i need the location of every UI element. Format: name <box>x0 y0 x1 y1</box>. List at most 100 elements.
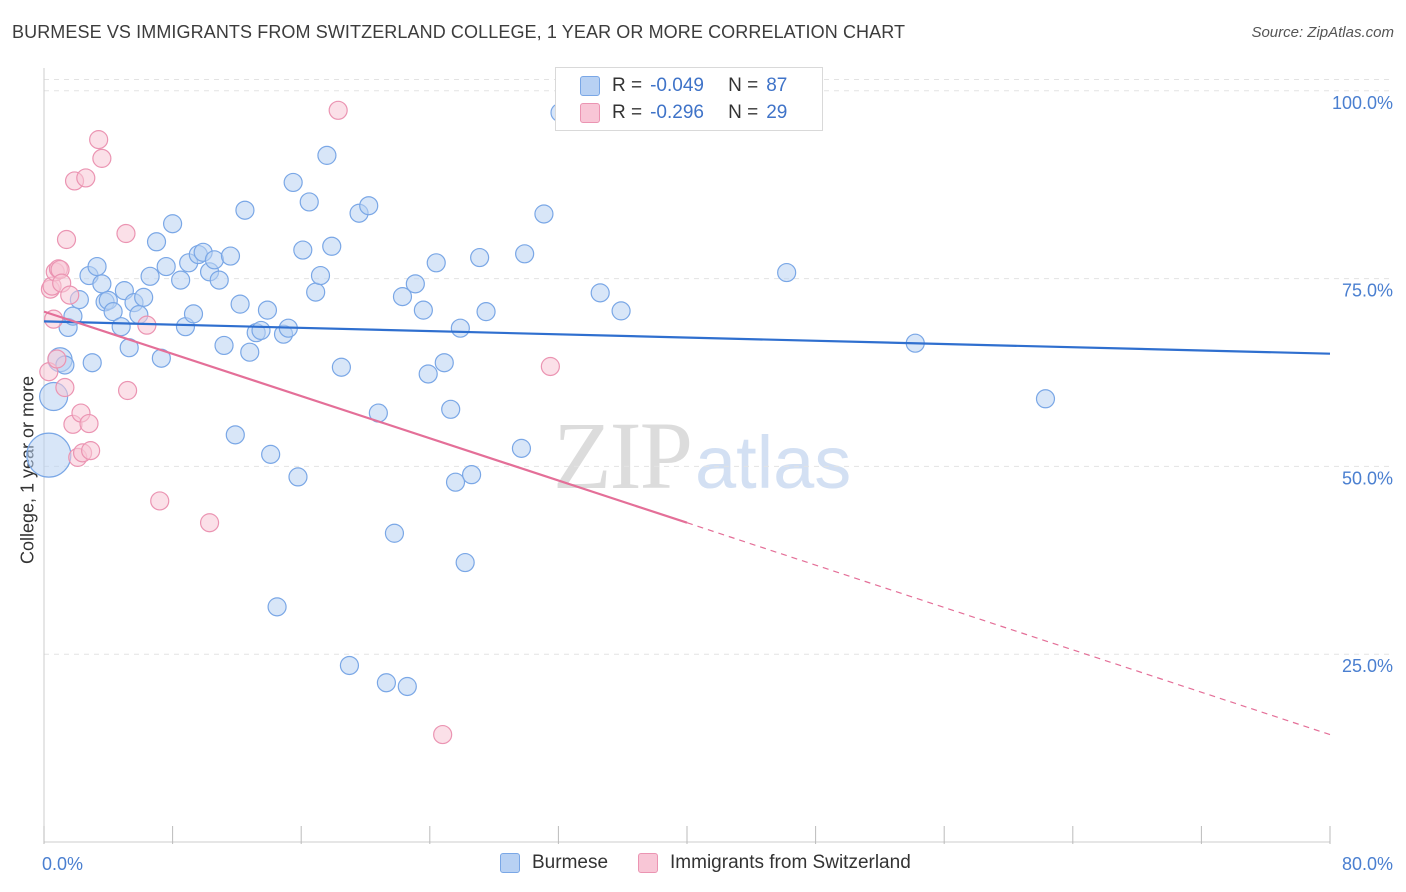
point-burmese <box>310 265 331 286</box>
legend: R = -0.049 N = 87 R = -0.296 N = 29 <box>555 67 823 131</box>
trend-line-switzerland <box>43 310 688 524</box>
watermark-atlas: atlas <box>695 421 852 504</box>
point-burmese <box>384 523 405 543</box>
point-switzerland <box>540 356 560 377</box>
point-burmese <box>450 318 470 338</box>
point-burmese <box>445 472 466 492</box>
y-tick-label: 75.0% <box>1342 281 1393 301</box>
point-burmese <box>317 145 337 165</box>
point-burmese <box>220 246 241 266</box>
source-label: Source: ZipAtlas.com <box>1251 24 1394 41</box>
series-swatch-burmese <box>500 853 520 873</box>
legend-swatch-burmese <box>580 76 600 96</box>
point-burmese <box>257 300 278 320</box>
point-burmese <box>163 214 183 234</box>
gridlines <box>44 79 1392 655</box>
point-switzerland <box>433 724 453 745</box>
point-burmese <box>156 256 176 277</box>
watermark: ZIPatlas <box>553 400 851 511</box>
chart-title: BURMESE VS IMMIGRANTS FROM SWITZERLAND C… <box>12 22 906 42</box>
point-burmese <box>267 597 287 617</box>
point-burmese <box>134 287 154 307</box>
point-switzerland <box>81 441 101 461</box>
point-burmese <box>261 444 281 464</box>
point-burmese <box>293 240 313 260</box>
point-burmese <box>392 287 413 307</box>
point-burmese <box>92 274 112 294</box>
point-switzerland <box>150 491 170 511</box>
legend-n-label: N = <box>728 75 759 96</box>
point-burmese <box>434 353 454 373</box>
tick-labels: 25.0% 50.0% 75.0% 100.0% 0.0% 80.0% <box>42 93 1393 874</box>
legend-swatch-switzerland <box>580 103 600 123</box>
point-burmese <box>376 673 396 693</box>
point-burmese <box>209 270 229 290</box>
point-switzerland <box>116 223 136 244</box>
point-burmese <box>413 300 433 320</box>
x-tick-label: 80.0% <box>1342 854 1393 874</box>
axes <box>43 68 1331 844</box>
point-burmese <box>103 302 123 322</box>
legend-n-value: 29 <box>766 102 788 123</box>
point-burmese <box>331 357 351 377</box>
point-switzerland <box>79 413 99 434</box>
point-burmese <box>306 282 326 302</box>
point-burmese <box>418 364 438 384</box>
point-burmese <box>240 342 260 362</box>
point-burmese <box>534 204 554 224</box>
series-label-burmese: Burmese <box>532 852 609 873</box>
point-burmese <box>171 270 191 290</box>
point-burmese <box>251 320 271 341</box>
point-burmese <box>183 304 204 324</box>
point-burmese <box>441 399 461 419</box>
series-legend-burmese[interactable]: Burmese <box>500 852 608 874</box>
point-burmese <box>26 432 72 478</box>
point-burmese <box>470 247 490 268</box>
trend-lines <box>43 310 1331 736</box>
point-burmese <box>111 317 131 337</box>
point-switzerland <box>89 130 109 150</box>
point-burmese <box>476 302 496 322</box>
point-burmese <box>140 266 160 286</box>
point-burmese <box>299 192 319 212</box>
point-switzerland <box>60 285 80 305</box>
point-switzerland <box>117 380 138 401</box>
point-switzerland <box>199 513 220 533</box>
series-swatch-switzerland <box>638 853 659 873</box>
point-burmese <box>461 465 482 485</box>
x-tick-label: 0.0% <box>42 854 83 874</box>
point-switzerland <box>47 349 67 369</box>
legend-row-switzerland: R = -0.296 N = 29 <box>580 100 787 126</box>
legend-r-value: -0.296 <box>650 102 704 123</box>
series-legend-switzerland[interactable]: Immigrants from Switzerland <box>638 852 911 874</box>
point-switzerland <box>56 229 77 250</box>
point-burmese <box>87 256 107 277</box>
watermark-zip: ZIP <box>553 402 693 509</box>
legend-r-label: R = <box>612 75 643 96</box>
y-tick-label: 100.0% <box>1332 93 1393 113</box>
point-burmese <box>397 676 417 697</box>
point-burmese <box>1035 389 1056 409</box>
legend-r-value: -0.049 <box>650 75 704 96</box>
legend-n-label: N = <box>728 102 759 123</box>
point-burmese <box>146 232 167 252</box>
point-burmese <box>230 294 250 314</box>
point-burmese <box>214 335 234 356</box>
point-switzerland <box>76 168 96 188</box>
point-switzerland <box>92 148 112 168</box>
y-tick-label: 25.0% <box>1342 656 1393 676</box>
point-burmese <box>82 353 102 373</box>
trend-line-burmese <box>43 320 1331 355</box>
data-points <box>26 87 1056 745</box>
point-burmese <box>611 301 631 321</box>
point-burmese <box>339 655 360 676</box>
point-burmese <box>359 196 379 216</box>
legend-r-label: R = <box>612 102 643 123</box>
point-burmese <box>455 552 475 573</box>
point-burmese <box>204 250 224 270</box>
point-burmese <box>225 425 245 445</box>
y-tick-label: 50.0% <box>1342 468 1393 488</box>
legend-n-value: 87 <box>766 75 788 96</box>
point-switzerland <box>55 377 75 398</box>
